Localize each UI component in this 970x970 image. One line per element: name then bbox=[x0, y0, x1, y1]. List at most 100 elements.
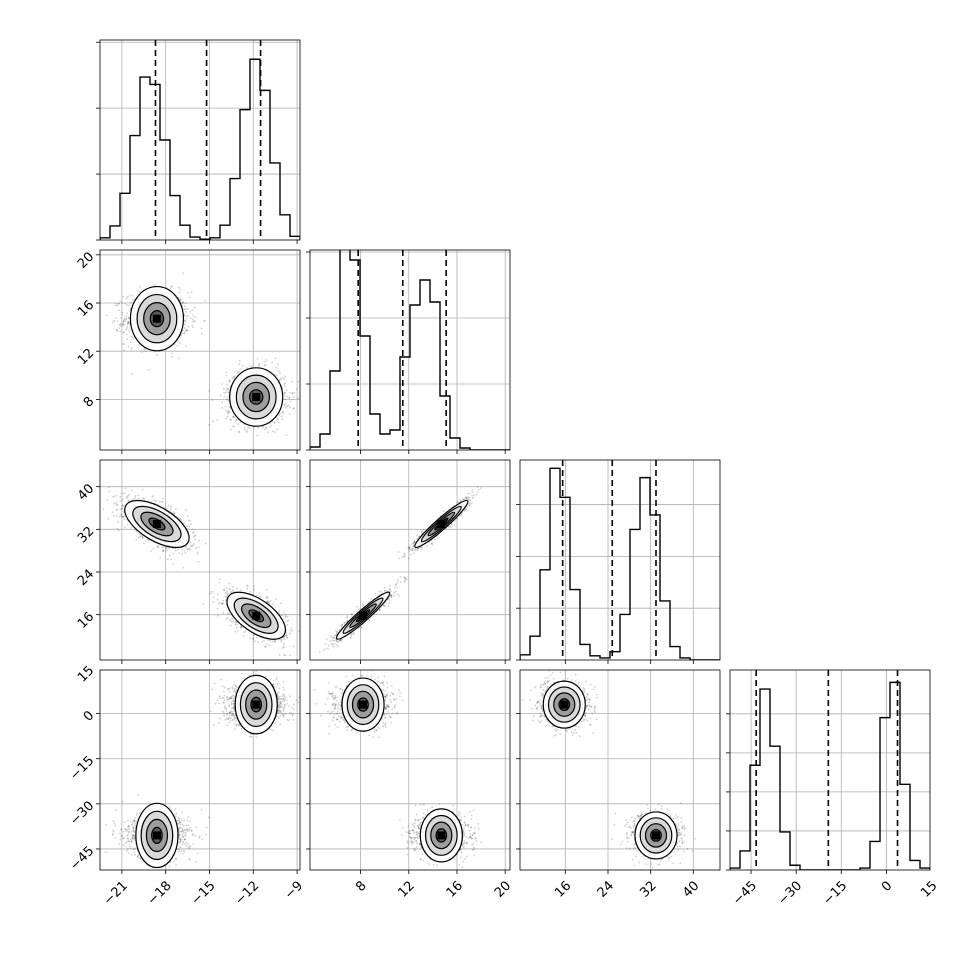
scatter-panel-2-0 bbox=[96, 459, 301, 664]
x-tick-label: 16 bbox=[444, 878, 466, 900]
density-peak bbox=[252, 611, 261, 620]
histogram-bin bbox=[660, 601, 670, 660]
histogram-bin bbox=[290, 236, 300, 240]
grid bbox=[310, 670, 510, 870]
histogram-step bbox=[100, 58, 300, 240]
scatter-panel-2-1 bbox=[306, 459, 511, 664]
x-tick-label: −15 bbox=[820, 878, 850, 908]
density-peak bbox=[152, 520, 161, 528]
x-tick-label: 24 bbox=[595, 878, 617, 900]
y-tick-label: −15 bbox=[67, 753, 97, 783]
histogram-bin bbox=[520, 655, 530, 660]
histogram-bin bbox=[310, 447, 320, 450]
histogram-bin bbox=[780, 832, 790, 870]
histogram-bin bbox=[580, 644, 590, 660]
histogram-bin bbox=[640, 478, 650, 660]
panel-frame bbox=[309, 459, 511, 661]
x-tick-label: −21 bbox=[101, 878, 131, 908]
x-tick-label: 0 bbox=[879, 878, 895, 894]
density-peak bbox=[560, 700, 569, 709]
x-tick-label: −45 bbox=[730, 878, 760, 908]
histogram-bin bbox=[760, 689, 770, 870]
y-tick-label: 15 bbox=[75, 663, 97, 685]
panel-frame bbox=[99, 459, 301, 661]
histogram-bin bbox=[140, 77, 150, 240]
histogram-bin bbox=[220, 225, 230, 240]
panel-frame bbox=[519, 459, 721, 661]
x-tick-label: −9 bbox=[282, 878, 306, 902]
histogram-bin bbox=[410, 305, 420, 450]
histogram-bin bbox=[740, 851, 750, 870]
density-peak bbox=[359, 611, 368, 620]
histogram-bin bbox=[120, 193, 130, 240]
y-tick-label: 0 bbox=[81, 708, 97, 724]
histogram-bin bbox=[670, 647, 680, 660]
histogram-bin bbox=[240, 110, 250, 240]
histogram-bin bbox=[530, 636, 540, 660]
density-peak bbox=[437, 520, 446, 528]
histogram-panel-1 bbox=[306, 249, 511, 454]
histogram-bin bbox=[170, 196, 180, 240]
density-peak bbox=[152, 831, 161, 840]
density-peak bbox=[437, 831, 446, 840]
histogram-bin bbox=[900, 784, 910, 870]
histogram-bin bbox=[160, 140, 170, 240]
x-tick-label: 16 bbox=[552, 878, 574, 900]
x-tick-label: 12 bbox=[396, 878, 418, 900]
histogram-bin bbox=[630, 529, 640, 660]
density-peak bbox=[252, 392, 261, 401]
density-peak bbox=[652, 831, 660, 840]
histogram-bin bbox=[450, 438, 460, 450]
grid bbox=[100, 40, 300, 240]
histogram-bin bbox=[400, 357, 410, 450]
x-tick-label: 8 bbox=[353, 878, 369, 894]
histogram-bin bbox=[370, 414, 380, 450]
x-tick-label: −18 bbox=[145, 878, 175, 908]
histogram-bin bbox=[590, 656, 600, 660]
scatter-panel-3-1 bbox=[306, 669, 511, 874]
histogram-step bbox=[520, 467, 720, 660]
panel-frame bbox=[99, 39, 301, 241]
histogram-bin bbox=[870, 841, 880, 870]
y-tick-label: 40 bbox=[75, 481, 97, 503]
y-tick-label: 16 bbox=[75, 609, 97, 631]
x-tick-label: −30 bbox=[775, 878, 805, 908]
histogram-bin bbox=[280, 215, 290, 240]
histogram-bin bbox=[110, 226, 120, 240]
histogram-bin bbox=[910, 860, 920, 870]
histogram-bin bbox=[560, 497, 570, 660]
histogram-bin bbox=[750, 765, 760, 870]
y-tick-label: 8 bbox=[81, 394, 97, 410]
panel-frame bbox=[99, 249, 301, 451]
histogram-bin bbox=[430, 302, 440, 450]
x-tick-label: 40 bbox=[680, 878, 702, 900]
histogram-panel-3 bbox=[726, 669, 931, 874]
histogram-bin bbox=[440, 396, 450, 450]
histogram-bin bbox=[420, 280, 430, 450]
histogram-bin bbox=[230, 179, 240, 240]
histogram-bin bbox=[570, 590, 580, 660]
histogram-bin bbox=[270, 163, 280, 240]
x-tick-label: −15 bbox=[189, 878, 219, 908]
histogram-bin bbox=[380, 434, 390, 450]
grid bbox=[520, 460, 720, 660]
scatter-panel-1-0 bbox=[96, 249, 301, 454]
y-tick-label: 20 bbox=[75, 250, 97, 272]
histogram-bin bbox=[620, 614, 630, 660]
histogram-bin bbox=[890, 682, 900, 870]
panel-frame bbox=[519, 669, 721, 871]
histogram-bin bbox=[770, 746, 780, 870]
panel-frame bbox=[729, 669, 931, 871]
histogram-bin bbox=[390, 430, 400, 450]
histogram-panel-0 bbox=[96, 39, 301, 244]
panel-frame bbox=[99, 669, 301, 871]
histogram-bin bbox=[360, 336, 370, 450]
density-peak bbox=[152, 314, 161, 323]
grid bbox=[730, 670, 930, 870]
x-tick-label: 20 bbox=[492, 878, 514, 900]
histogram-bin bbox=[260, 90, 270, 240]
panel-frame bbox=[309, 249, 511, 451]
histogram-bin bbox=[130, 136, 140, 240]
density-peak bbox=[359, 700, 368, 709]
